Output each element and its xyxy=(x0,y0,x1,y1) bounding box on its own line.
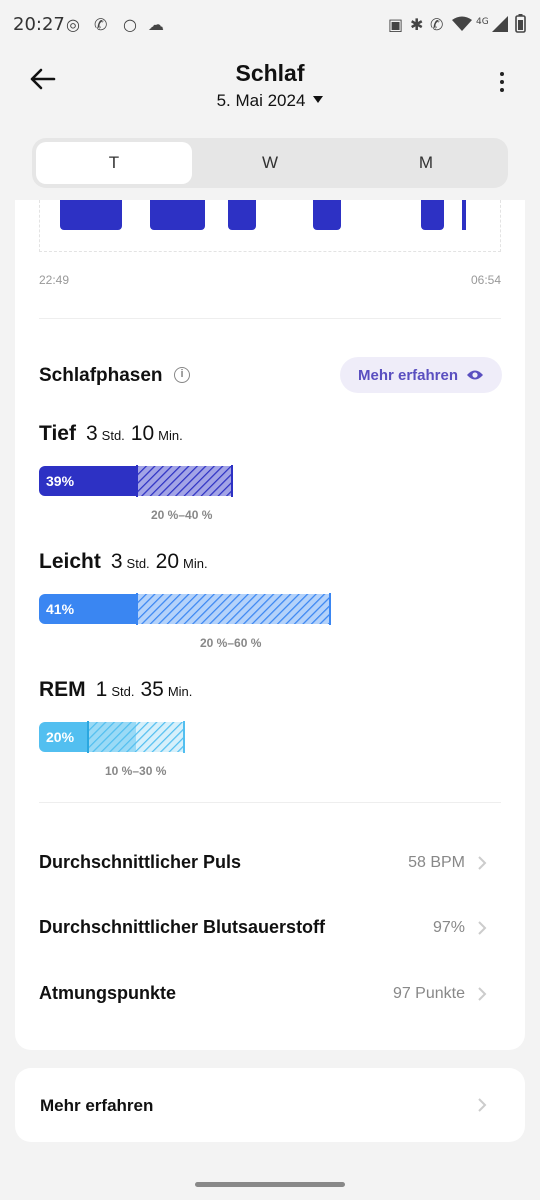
phase-range: 20 %–40 % xyxy=(151,508,213,522)
period-tabs: T W M xyxy=(32,138,508,188)
divider xyxy=(39,318,501,319)
phase-name: REM xyxy=(39,678,86,701)
battery-icon xyxy=(515,14,526,33)
status-bar: 20:27 ◎ ✆ ○ ☁ ▣ ✱ ✆ 4G xyxy=(0,0,540,50)
home-indicator[interactable] xyxy=(195,1182,345,1187)
phase-range-hatch xyxy=(137,594,330,624)
bluetooth-icon: ✱ xyxy=(410,15,424,34)
metric-breathing-row[interactable]: Atmungspunkte 97 Punkte xyxy=(39,979,501,1009)
cloud-icon: ☁ xyxy=(148,15,164,34)
phase-rem-bar: 20% xyxy=(39,721,186,753)
tab-week[interactable]: W xyxy=(261,153,279,172)
phase-light-header: Leicht 3 Std. 20 Min. xyxy=(39,550,214,574)
range-min-tick xyxy=(136,465,138,497)
phase-range-hatch xyxy=(137,466,232,496)
learn-more-button[interactable]: Mehr erfahren xyxy=(340,357,502,393)
phase-minutes-unit: Min. xyxy=(167,684,193,699)
phase-hours-unit: Std. xyxy=(111,684,135,699)
dropdown-arrow-icon xyxy=(313,96,324,104)
metric-value: 97 Punkte xyxy=(392,985,465,1002)
tab-month[interactable]: M xyxy=(418,153,434,172)
timeline-bar xyxy=(228,200,256,230)
timeline-bar xyxy=(60,200,122,230)
metric-value: 97% xyxy=(432,919,465,936)
circle-icon: ○ xyxy=(123,15,137,34)
phase-minutes: 10 xyxy=(130,422,155,445)
phase-hours: 3 xyxy=(110,550,123,573)
phase-hours: 1 xyxy=(95,678,108,701)
learn-more-card[interactable]: Mehr erfahren xyxy=(15,1068,525,1142)
sleep-details-card: 22:49 06:54 Schlafphasen i Mehr erfahren… xyxy=(15,200,525,1050)
nfc-icon: ▣ xyxy=(388,15,404,34)
range-min-tick xyxy=(87,721,89,753)
timeline-bar xyxy=(150,200,205,230)
divider xyxy=(39,802,501,803)
phase-hours: 3 xyxy=(85,422,98,445)
wifi-call-icon: ✆ xyxy=(430,15,444,34)
phase-percent: 39% xyxy=(39,466,137,496)
more-options-icon[interactable] xyxy=(492,72,512,98)
back-arrow-icon[interactable] xyxy=(26,62,60,96)
metric-label: Durchschnittlicher Blutsauerstoff xyxy=(39,917,326,937)
phase-percent: 20% xyxy=(39,722,88,752)
range-max-tick xyxy=(329,593,331,625)
whatsapp-icon: ◎ xyxy=(66,15,80,34)
sleep-timeline-chart xyxy=(39,200,501,252)
phase-deep-bar: 39% xyxy=(39,465,234,497)
sleep-phases-title: Schlafphasen xyxy=(39,365,163,386)
metric-heart-rate-row[interactable]: Durchschnittlicher Puls 58 BPM xyxy=(39,848,501,878)
wifi-call-icon: ✆ xyxy=(94,15,108,34)
phase-minutes-unit: Min. xyxy=(158,428,183,443)
phase-minutes-unit: Min. xyxy=(183,556,208,571)
learn-more-label: Mehr erfahren xyxy=(357,366,459,384)
page-title: Schlaf xyxy=(235,60,305,86)
signal-icon xyxy=(492,16,508,32)
phase-minutes: 20 xyxy=(155,550,180,573)
network-type: 4G xyxy=(476,17,489,27)
phase-range: 20 %–60 % xyxy=(200,636,262,650)
range-min-tick xyxy=(136,593,138,625)
phase-name: Tief xyxy=(39,422,76,445)
phase-range: 10 %–30 % xyxy=(105,764,167,778)
learn-more-card-label: Mehr erfahren xyxy=(40,1096,154,1115)
phase-range-hatch xyxy=(88,722,184,752)
timeline-bar xyxy=(462,200,466,230)
status-time: 20:27 xyxy=(13,14,65,35)
phase-light-bar: 41% xyxy=(39,593,332,625)
metric-label: Atmungspunkte xyxy=(39,983,176,1003)
metric-value: 58 BPM xyxy=(408,854,465,871)
chevron-right-icon xyxy=(478,987,487,1001)
chevron-right-icon xyxy=(478,1098,487,1112)
range-max-tick xyxy=(183,721,185,753)
tab-day[interactable]: T xyxy=(36,142,192,184)
info-icon[interactable]: i xyxy=(174,367,190,383)
phase-hours-unit: Std. xyxy=(126,556,150,571)
date-label: 5. Mai 2024 xyxy=(216,91,306,110)
phase-rem-header: REM 1 Std. 35 Min. xyxy=(39,678,198,702)
phase-minutes: 35 xyxy=(140,678,164,701)
phase-percent: 41% xyxy=(39,594,137,624)
timeline-end: 06:54 xyxy=(470,273,501,287)
phase-deep-header: Tief 3 Std. 10 Min. xyxy=(39,422,189,446)
timeline-bar xyxy=(421,200,444,230)
wifi-icon xyxy=(452,16,472,31)
date-selector[interactable]: 5. Mai 2024 xyxy=(0,91,540,111)
range-max-tick xyxy=(231,465,233,497)
metric-blood-oxygen-row[interactable]: Durchschnittlicher Blutsauerstoff 97% xyxy=(39,913,501,943)
chevron-right-icon xyxy=(478,921,487,935)
timeline-bar xyxy=(313,200,341,230)
metric-label: Durchschnittlicher Puls xyxy=(39,852,242,872)
phase-name: Leicht xyxy=(39,550,101,573)
timeline-start: 22:49 xyxy=(39,273,70,287)
chevron-right-icon xyxy=(478,856,487,870)
eye-icon xyxy=(467,370,484,380)
phase-hours-unit: Std. xyxy=(101,428,125,443)
